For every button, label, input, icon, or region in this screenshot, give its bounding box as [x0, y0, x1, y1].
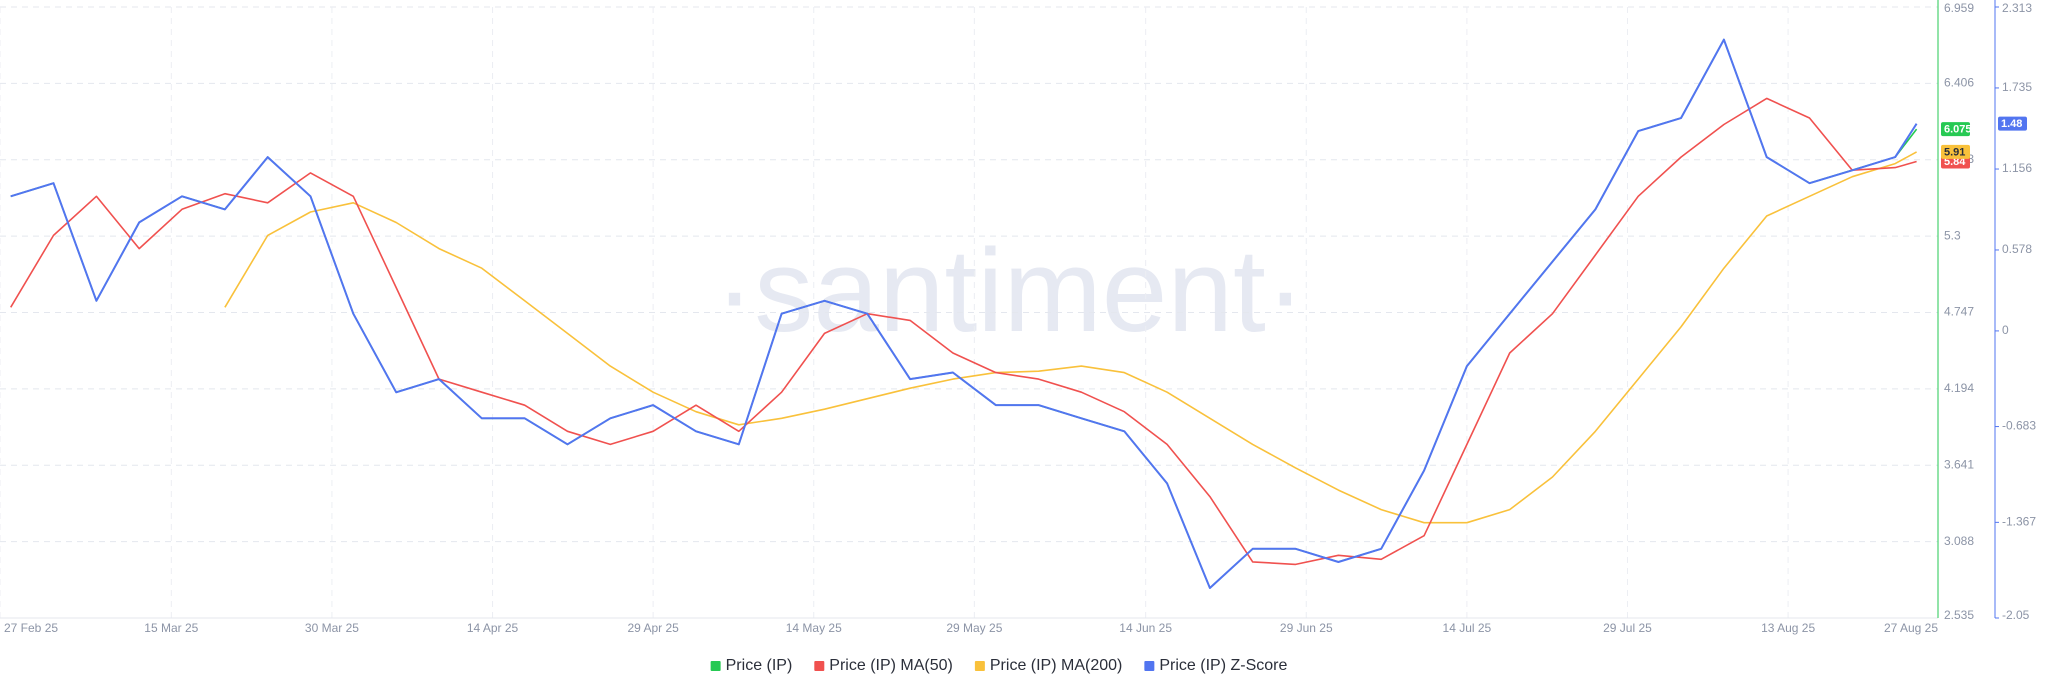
y-tick-label: 4.194 [1944, 381, 1974, 395]
y2-tick-label: -2.05 [2002, 608, 2030, 622]
x-tick-label: 14 May 25 [786, 621, 842, 635]
x-tick-label: 29 Apr 25 [627, 621, 679, 635]
value-badge: 6.075 [1941, 122, 1972, 137]
badge-bg [1998, 116, 2027, 131]
y-tick-label: 4.747 [1944, 305, 1974, 319]
x-tick-label: 27 Aug 25 [1884, 621, 1938, 635]
y-tick-label: 2.535 [1944, 608, 1974, 622]
x-tick-label: 27 Feb 25 [4, 621, 58, 635]
badge-label: 1.48 [2001, 118, 2022, 130]
legend-label: Price (IP) MA(50) [829, 657, 953, 674]
x-tick-label: 13 Aug 25 [1761, 621, 1815, 635]
legend: Price (IP) Price (IP) MA(50) Price (IP) MA… [710, 657, 1287, 674]
y-tick-label: 6.959 [1944, 1, 1974, 15]
x-tick-label: 14 Jun 25 [1119, 621, 1172, 635]
y2-tick-label: 0.578 [2002, 242, 2032, 256]
y-tick-label: 5.3 [1944, 228, 1961, 242]
x-tick-label: 14 Jul 25 [1443, 621, 1492, 635]
x-tick-label: 29 Jun 25 [1280, 621, 1333, 635]
badge-label: 5.84 [1944, 156, 1966, 168]
y-tick-label: 3.641 [1944, 457, 1974, 471]
value-badge: 5.91 [1941, 144, 1970, 159]
y2-tick-label: 1.735 [2002, 80, 2032, 94]
badge-bg [1941, 144, 1970, 159]
legend-swatch [710, 661, 721, 671]
y2-tick-label: 0 [2002, 323, 2009, 337]
y-tick-label: 3.088 [1944, 534, 1974, 548]
x-tick-label: 15 Mar 25 [144, 621, 198, 635]
badge-bg [1941, 122, 1970, 137]
value-badge: 1.48 [1998, 116, 2027, 131]
y-tick-label: 6.406 [1944, 76, 1974, 90]
badge-label: 5.91 [1944, 146, 1965, 158]
y2-tick-label: 1.156 [2002, 161, 2032, 175]
x-tick-label: 30 Mar 25 [305, 621, 359, 635]
legend-label: Price (IP) Z-Score [1159, 657, 1287, 674]
x-tick-label: 14 Apr 25 [467, 621, 519, 635]
legend-label: Price (IP) [726, 657, 793, 674]
legend-swatch [1144, 661, 1155, 671]
series-line [10, 38, 1918, 589]
badge-label: 6.075 [1944, 123, 1972, 135]
legend-swatch [974, 661, 985, 671]
y2-tick-label: -0.683 [2002, 419, 2036, 433]
x-tick-label: 29 May 25 [946, 621, 1002, 635]
watermark: ·santiment· [715, 225, 1305, 357]
series-line [10, 97, 1917, 566]
series-line [224, 151, 1917, 524]
legend-swatch [814, 661, 825, 671]
y2-tick-label: 2.313 [2002, 1, 2032, 15]
y2-tick-label: -1.367 [2002, 515, 2036, 529]
legend-label: Price (IP) MA(200) [990, 657, 1122, 674]
x-tick-label: 29 Jul 25 [1603, 621, 1652, 635]
